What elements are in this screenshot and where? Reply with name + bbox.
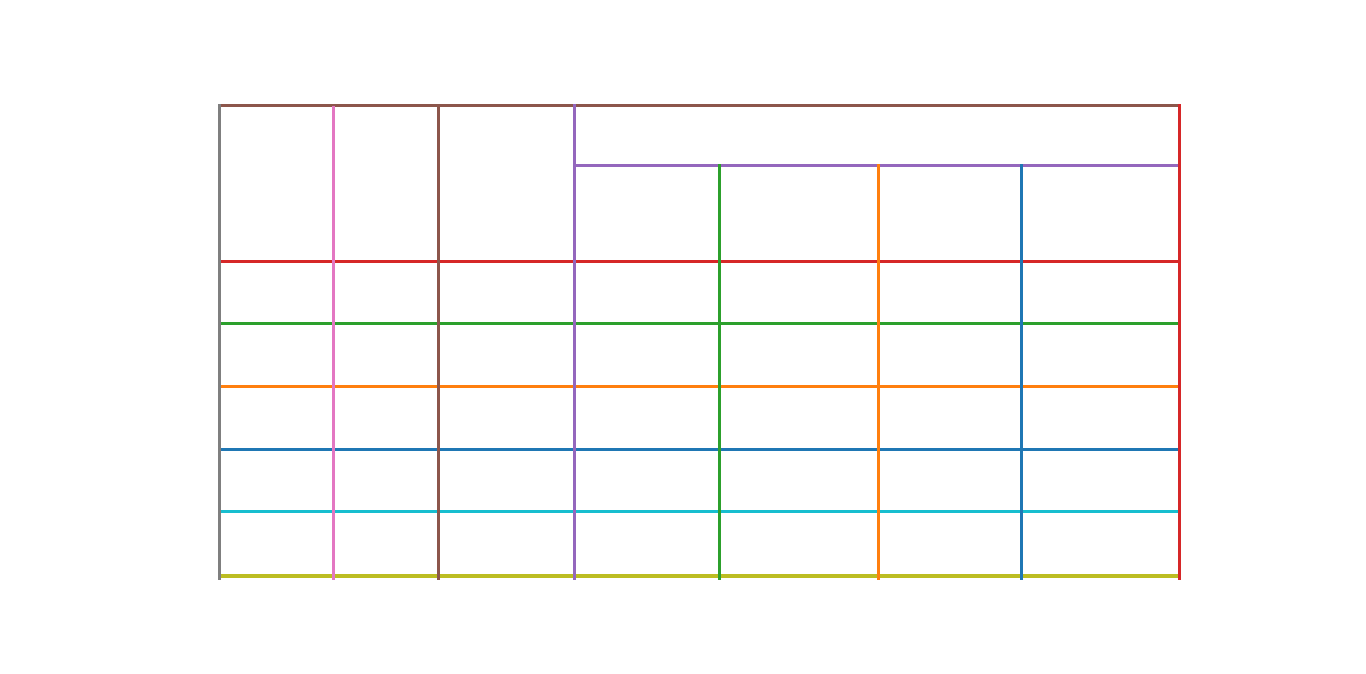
gridline-vertical-col-divider-1 xyxy=(332,106,335,580)
gridline-vertical-col-divider-5 xyxy=(877,164,880,580)
gridline-vertical-col-divider-6 xyxy=(1020,164,1023,580)
gridline-horizontal-row-divider-3 xyxy=(218,385,1181,388)
gridline-horizontal-row-divider-5 xyxy=(218,510,1181,513)
gridline-vertical-right-border xyxy=(1178,104,1181,580)
gridline-vertical-col-divider-2 xyxy=(437,106,440,580)
gridline-horizontal-row-divider-1 xyxy=(218,260,1181,263)
gridline-horizontal-row-divider-2 xyxy=(218,322,1181,325)
gridline-horizontal-bottom-border xyxy=(218,574,1181,578)
gridline-vertical-left-border xyxy=(218,104,221,580)
gridline-vertical-col-divider-3 xyxy=(573,104,576,580)
gridline-horizontal-row-divider-4 xyxy=(218,448,1181,451)
gridline-vertical-col-divider-4 xyxy=(718,164,721,580)
gridline-horizontal-top-border xyxy=(218,104,1181,107)
